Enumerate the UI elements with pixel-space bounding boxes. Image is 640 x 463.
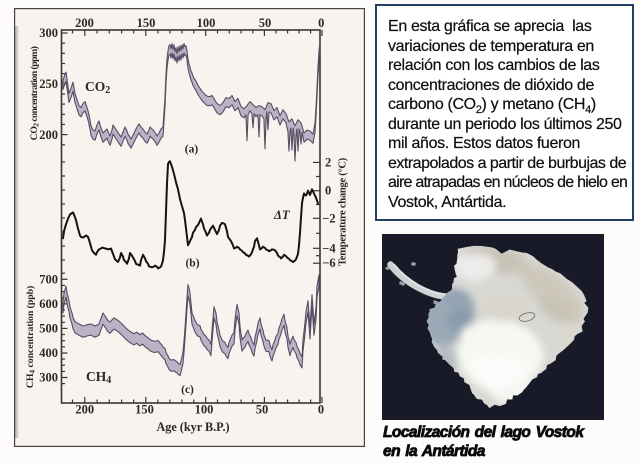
svg-text:700: 700 xyxy=(39,273,58,287)
svg-text:100: 100 xyxy=(197,16,216,30)
svg-text:600: 600 xyxy=(39,297,58,311)
svg-text:200: 200 xyxy=(75,16,94,30)
svg-text:−2: −2 xyxy=(322,211,335,225)
svg-text:50: 50 xyxy=(256,403,269,417)
svg-text:0: 0 xyxy=(325,184,331,198)
svg-text:ΔT: ΔT xyxy=(273,208,291,222)
svg-text:−6: −6 xyxy=(322,256,335,270)
svg-text:150: 150 xyxy=(137,16,156,30)
svg-text:100: 100 xyxy=(195,403,214,417)
svg-text:200: 200 xyxy=(39,128,58,142)
svg-text:(a): (a) xyxy=(185,144,199,156)
svg-text:−4: −4 xyxy=(322,241,336,255)
svg-text:(b): (b) xyxy=(185,257,199,269)
svg-text:CO2 concentration (ppm): CO2 concentration (ppm) xyxy=(29,46,41,140)
svg-text:CO2: CO2 xyxy=(85,79,110,96)
svg-text:500: 500 xyxy=(39,322,58,336)
svg-text:400: 400 xyxy=(39,346,58,360)
svg-text:(c): (c) xyxy=(181,384,194,396)
svg-text:250: 250 xyxy=(39,77,58,91)
svg-text:200: 200 xyxy=(75,403,94,417)
svg-text:300: 300 xyxy=(39,371,58,385)
svg-text:300: 300 xyxy=(39,26,58,40)
svg-text:50: 50 xyxy=(259,16,272,30)
svg-text:0: 0 xyxy=(318,16,324,30)
svg-text:150: 150 xyxy=(135,403,154,417)
svg-text:CH4 concentration (ppb): CH4 concentration (ppb) xyxy=(25,286,37,388)
svg-text:CH4: CH4 xyxy=(86,369,111,386)
svg-text:Temperature change (°C): Temperature change (°C) xyxy=(338,157,349,266)
svg-text:2: 2 xyxy=(325,155,331,169)
svg-text:0: 0 xyxy=(318,403,324,417)
svg-text:Age (kyr B.P.): Age (kyr B.P.) xyxy=(156,420,229,434)
